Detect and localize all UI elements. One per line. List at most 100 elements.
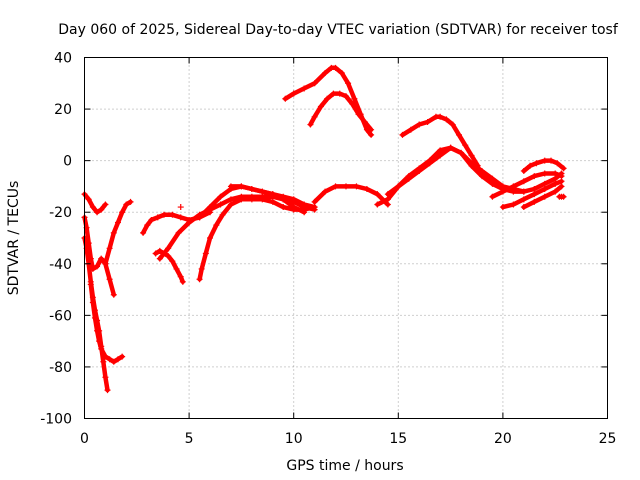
- data-point: [558, 183, 565, 190]
- data-point: [330, 90, 337, 97]
- data-point: [520, 167, 527, 174]
- data-point: [165, 245, 172, 252]
- data-point: [368, 131, 375, 138]
- data-point: [154, 214, 161, 221]
- data-point: [179, 278, 186, 285]
- data-point: [96, 338, 103, 345]
- data-point: [541, 157, 548, 164]
- data-point: [98, 255, 105, 262]
- series-trace-p: [374, 144, 527, 208]
- data-point: [424, 118, 431, 125]
- series-trace-d: [87, 281, 126, 365]
- data-point: [311, 80, 318, 87]
- x-tick-label: 0: [80, 431, 89, 447]
- data-point: [248, 196, 255, 203]
- y-tick-label: 20: [54, 102, 72, 118]
- data-point: [248, 186, 255, 193]
- data-point: [552, 188, 559, 195]
- data-point: [85, 196, 92, 203]
- series-trace-q: [384, 144, 565, 198]
- data-point: [531, 198, 538, 205]
- data-point: [102, 374, 109, 381]
- series-trace-u: [520, 157, 567, 174]
- data-point: [474, 162, 481, 169]
- data-point: [458, 149, 465, 156]
- data-point: [437, 113, 444, 120]
- data-point: [311, 113, 318, 120]
- data-point: [374, 201, 381, 208]
- data-point: [468, 162, 475, 169]
- data-point: [345, 80, 352, 87]
- series-trace-e: [102, 198, 134, 267]
- data-point: [127, 198, 134, 205]
- data-point: [374, 191, 381, 198]
- y-tick-label: 40: [54, 51, 72, 67]
- series-trace-h: [177, 204, 184, 211]
- series-line: [103, 199, 133, 267]
- y-tick-label: -20: [49, 205, 72, 221]
- data-point: [449, 121, 456, 128]
- data-point: [368, 126, 375, 133]
- y-tick-label: -40: [49, 257, 72, 273]
- series-trace-i: [156, 193, 318, 262]
- data-point: [238, 183, 245, 190]
- data-point: [290, 90, 297, 97]
- y-tick-label: -60: [49, 308, 72, 324]
- chart-title: Day 060 of 2025, Sidereal Day-to-day VTE…: [58, 22, 619, 38]
- data-point: [338, 69, 345, 76]
- data-point: [140, 229, 147, 236]
- y-tick-labels: -100 -80 -60 -40 -20 0 20 40: [40, 51, 72, 428]
- data-point: [259, 196, 266, 203]
- data-point: [317, 103, 324, 110]
- data-point: [102, 260, 109, 267]
- data-point: [558, 173, 565, 180]
- data-point: [307, 121, 314, 128]
- data-point: [395, 183, 402, 190]
- data-point: [426, 160, 433, 167]
- data-point: [114, 356, 121, 363]
- series-line: [88, 282, 125, 365]
- data-point: [311, 198, 318, 205]
- data-point: [280, 204, 287, 211]
- data-point: [332, 183, 339, 190]
- data-point: [301, 85, 308, 92]
- series-trace-v: [520, 183, 565, 211]
- data-point: [119, 353, 126, 360]
- data-point: [531, 173, 538, 180]
- series-trace-t: [499, 178, 565, 211]
- data-point: [259, 188, 266, 195]
- data-point: [510, 188, 517, 195]
- data-point: [269, 198, 276, 205]
- series-line: [375, 145, 527, 207]
- data-point: [322, 69, 329, 76]
- grid-lines: [84, 57, 608, 419]
- series-trace-b: [81, 214, 117, 298]
- data-point: [533, 160, 540, 167]
- data-point: [351, 95, 358, 102]
- data-point: [527, 162, 534, 169]
- data-point: [114, 219, 121, 226]
- x-tick-label: 5: [185, 431, 194, 447]
- data-point: [405, 175, 412, 182]
- series-trace-n: [307, 90, 375, 133]
- data-point: [227, 201, 234, 208]
- data-point: [399, 131, 406, 138]
- series-trace-l: [227, 183, 308, 216]
- series-trace-m: [282, 64, 375, 138]
- x-axis-label: GPS time / hours: [286, 458, 403, 474]
- data-point: [227, 183, 234, 190]
- axis-ticks: [84, 57, 608, 419]
- data-point: [447, 144, 454, 151]
- data-point: [177, 273, 184, 280]
- data-point: [269, 191, 276, 198]
- data-point: [489, 193, 496, 200]
- data-point: [462, 142, 469, 149]
- data-point: [499, 188, 506, 195]
- data-point: [156, 247, 163, 254]
- data-point: [520, 204, 527, 211]
- data-point: [94, 209, 101, 216]
- data-point: [207, 204, 214, 211]
- data-point: [552, 180, 559, 187]
- data-point: [322, 188, 329, 195]
- data-point: [177, 214, 184, 221]
